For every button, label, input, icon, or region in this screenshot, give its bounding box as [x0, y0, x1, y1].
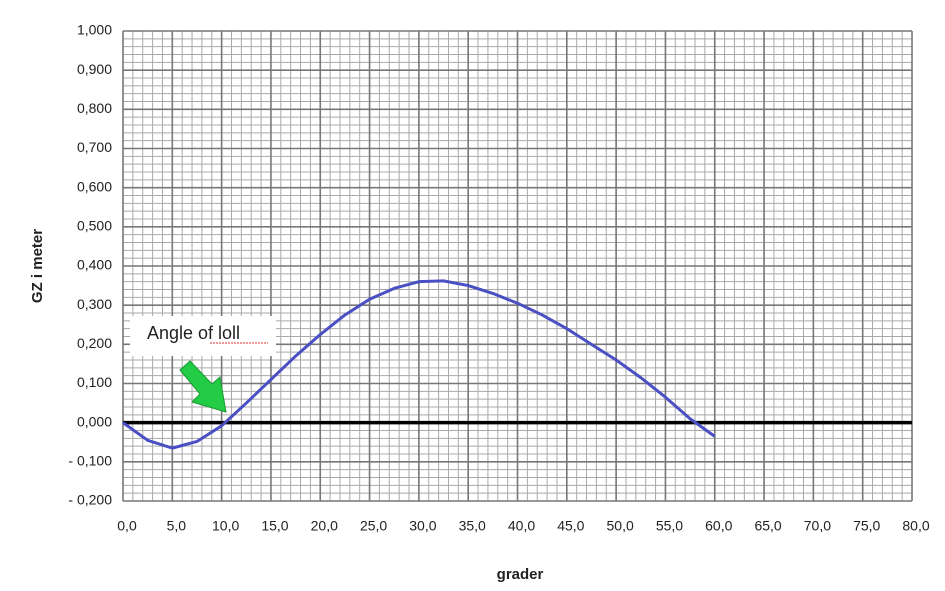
- y-tick-label: 0,700: [77, 139, 112, 155]
- y-tick-label: 0,000: [77, 413, 112, 429]
- y-tick-label: 0,800: [77, 100, 112, 116]
- x-tick-label: 0,0: [117, 518, 137, 534]
- data-line: [122, 279, 716, 450]
- x-tick-label: 70,0: [804, 518, 831, 534]
- x-tick-label: 65,0: [754, 518, 781, 534]
- x-tick-label: 30,0: [409, 518, 436, 534]
- x-tick-label: 50,0: [607, 518, 634, 534]
- y-tick-label: 0,600: [77, 178, 112, 194]
- y-tick-label: 0,500: [77, 218, 112, 234]
- x-tick-label: 10,0: [212, 518, 239, 534]
- x-tick-label: 40,0: [508, 518, 535, 534]
- x-tick-label: 45,0: [557, 518, 584, 534]
- y-tick-label: 0,400: [77, 257, 112, 273]
- x-tick-label: 60,0: [705, 518, 732, 534]
- y-tick-label: 0,900: [77, 61, 112, 77]
- y-tick-label: 1,000: [77, 22, 112, 38]
- annotation-arrow: [179, 360, 227, 413]
- x-tick-label: 20,0: [311, 518, 338, 534]
- y-tick-label: - 0,200: [68, 492, 112, 508]
- y-tick-label: 0,100: [77, 374, 112, 390]
- y-tick-label: 0,300: [77, 296, 112, 312]
- x-tick-label: 15,0: [261, 518, 288, 534]
- annotation-box: [130, 316, 276, 356]
- y-tick-label: 0,200: [77, 335, 112, 351]
- x-tick-label: 5,0: [167, 518, 187, 534]
- x-tick-label: 55,0: [656, 518, 683, 534]
- x-tick-label: 75,0: [853, 518, 880, 534]
- plot: [122, 279, 912, 450]
- y-tick-label: - 0,100: [68, 453, 112, 469]
- x-tick-label: 25,0: [360, 518, 387, 534]
- annotation: Angle of loll: [147, 323, 240, 343]
- x-tick-label: 35,0: [459, 518, 486, 534]
- x-tick-label: 80,0: [902, 518, 929, 534]
- x-axis-title: grader: [497, 566, 544, 583]
- y-axis-title: GZ i meter: [29, 229, 46, 303]
